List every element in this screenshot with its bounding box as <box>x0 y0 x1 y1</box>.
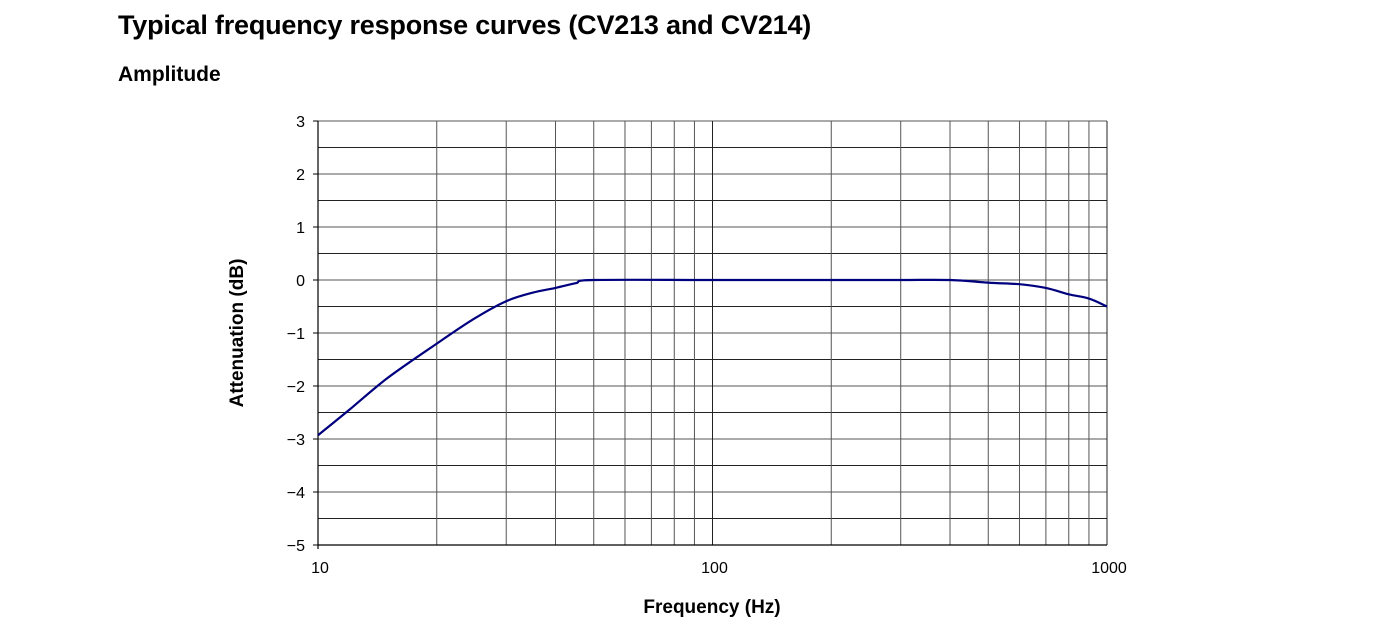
y-tick-label: −2 <box>287 379 305 396</box>
response-curve <box>317 278 1108 437</box>
x-axis-ticks: 10 100 1000 <box>311 560 1127 577</box>
y-tick-label: 2 <box>296 167 305 184</box>
y-tick-label: −4 <box>287 485 305 502</box>
y-tick-label: −3 <box>287 432 305 449</box>
y-tick-label: −5 <box>287 538 305 555</box>
x-tick-label: 100 <box>701 560 728 577</box>
x-axis-label: Frequency (Hz) <box>643 597 780 618</box>
chart-grid <box>317 120 1108 549</box>
y-tick-label: 3 <box>296 114 305 131</box>
y-tick-label: 1 <box>296 220 305 237</box>
y-tick-label: −1 <box>287 326 305 343</box>
y-axis-ticks: 3 2 1 0 −1 −2 −3 −4 −5 <box>287 114 318 555</box>
page-title: Typical frequency response curves (CV213… <box>118 10 812 40</box>
x-tick-label: 10 <box>311 560 329 577</box>
y-tick-label: 0 <box>296 273 305 290</box>
y-axis-label: Attenuation (dB) <box>227 259 248 408</box>
x-tick-label: 1000 <box>1091 560 1127 577</box>
chart-subtitle: Amplitude <box>118 63 221 86</box>
